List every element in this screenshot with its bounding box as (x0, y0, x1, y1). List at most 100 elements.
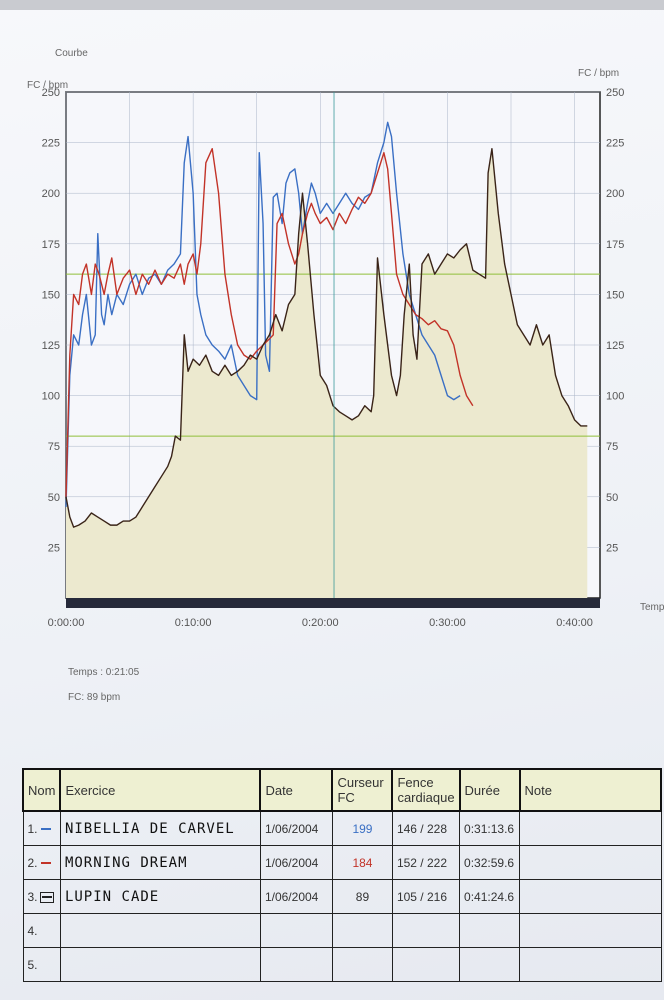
x-tick-label: 0:40:00 (556, 617, 593, 629)
duration-text: 0:41:24.6 (464, 889, 515, 904)
heart-rate-chart: 250 225 200 175 150 125 100 75 50 25 250 225 200 175 1… (42, 87, 625, 629)
cursor-value-text: 89 (355, 889, 370, 904)
exercise-date: 1/06/2004 (259, 810, 333, 846)
y-tick-label-left: 200 (42, 188, 60, 200)
cursor-value-text: 184 (352, 855, 373, 870)
y-tick-label-right: 225 (606, 138, 624, 150)
table-row: 1. NIBELLIA DE CARVEL 1/06/2004 199 146 / 22… (22, 810, 662, 846)
cursor-value (331, 947, 393, 982)
y-tick-label-left: 75 (48, 441, 60, 453)
heart-range: 146 / 228 (391, 810, 461, 846)
duration-text: 0:31:13.6 (464, 821, 515, 836)
duration (459, 913, 521, 948)
col-nom: Nom (21, 768, 62, 812)
row-number-text: 5. (27, 957, 38, 972)
row-number-text: 2. (27, 855, 38, 870)
row-number: 3. (22, 879, 61, 914)
row-number: 5. (22, 947, 61, 982)
row-number: 2. (22, 845, 61, 880)
y-tick-label-right: 175 (606, 239, 624, 251)
heart-range (391, 913, 461, 948)
note (519, 810, 662, 846)
exercise-date-text: 1/06/2004 (264, 889, 319, 904)
area-fill-lupin-cade (66, 148, 588, 598)
y-tick-label-left: 25 (48, 542, 60, 554)
series-swatch-blue-icon (40, 828, 51, 831)
exercise-name (59, 947, 261, 982)
y-tick-label-left: 125 (42, 340, 60, 352)
y-tick-label-right: 250 (606, 87, 624, 99)
exercise-name (59, 913, 261, 948)
series-swatch-red-icon (40, 862, 51, 865)
duration: 0:41:24.6 (459, 879, 521, 914)
y-tick-label-right: 100 (606, 391, 624, 403)
table-row: 4. (22, 913, 662, 948)
y-tick-label-left: 250 (42, 87, 60, 99)
series-line-blue (65, 121, 461, 507)
heart-range (391, 947, 461, 982)
top-edge (0, 0, 664, 10)
x-tick-label: 0:20:00 (302, 617, 339, 629)
table-row: 5. (22, 947, 662, 982)
note (519, 845, 662, 880)
y-tick-label-left: 175 (42, 239, 60, 251)
cursor-value: 199 (331, 810, 393, 846)
note (519, 913, 662, 948)
cursor-value (331, 913, 393, 948)
col-fence: Fence cardiaque (391, 768, 461, 812)
col-duree: Durée (458, 768, 521, 812)
heart-range: 105 / 216 (391, 879, 461, 914)
duration (459, 947, 521, 982)
y-tick-label-right: 25 (606, 542, 618, 554)
col-date: Date (259, 768, 334, 812)
exercise-date-text: 1/06/2004 (264, 821, 319, 836)
y-tick-label-right: 150 (606, 289, 624, 301)
cursor-value: 184 (331, 845, 393, 880)
col-note: Note (518, 768, 663, 812)
note (519, 879, 662, 914)
y-tick-label-right: 125 (606, 340, 624, 352)
time-bar (66, 598, 600, 608)
exercise-date: 1/06/2004 (259, 845, 333, 880)
exercise-name-text: LUPIN CADE (64, 888, 160, 905)
duration: 0:31:13.6 (459, 810, 521, 846)
y-left-label: FC / bpm (27, 80, 69, 91)
x-tick-label: 0:30:00 (429, 617, 466, 629)
duration-text: 0:32:59.6 (464, 855, 515, 870)
series-line-dark (65, 147, 588, 528)
x-tick-label: 0:10:00 (175, 617, 212, 629)
y-tick-label-right: 75 (606, 441, 618, 453)
exercise-name: NIBELLIA DE CARVEL (59, 810, 261, 846)
table-row: 3. LUPIN CADE 1/06/2004 89 105 / 216 0:41:24.… (22, 879, 662, 914)
y-tick-label-left: 50 (48, 492, 60, 504)
y-right-label: FC / bpm (578, 68, 620, 79)
exercise-name: LUPIN CADE (59, 879, 261, 914)
heart-range-text: 146 / 228 (396, 821, 447, 836)
y-tick-label-right: 200 (606, 188, 624, 200)
y-tick-label-left: 150 (42, 289, 60, 301)
y-tick-label-left: 225 (42, 138, 60, 150)
y-tick-label-right: 50 (606, 492, 618, 504)
x-tick-label: 0:00:00 (48, 617, 85, 629)
row-number-text: 4. (27, 923, 38, 938)
row-number: 1. (22, 810, 61, 846)
table-header-row: Nom Exercice Date Curseur FC Fence cardi… (21, 768, 663, 812)
exercise-name: MORNING DREAM (59, 845, 261, 880)
x-axis-label: Temps (640, 602, 664, 613)
heart-range-text: 152 / 222 (396, 855, 447, 870)
heart-range: 152 / 222 (391, 845, 461, 880)
exercise-date (259, 947, 333, 982)
heart-range-text: 105 / 216 (396, 889, 447, 904)
series-swatch-box-icon (39, 891, 54, 903)
exercise-name-text: MORNING DREAM (64, 854, 188, 871)
row-number-text: 1. (27, 821, 38, 836)
chart-title: Courbe (55, 48, 88, 59)
row-number-text: 3. (27, 889, 38, 904)
col-exercice: Exercice (59, 768, 262, 812)
cursor-value: 89 (331, 879, 393, 914)
col-curseur: Curseur FC (331, 768, 394, 812)
table-row: 2. MORNING DREAM 1/06/2004 184 152 / 222 0:32… (22, 845, 662, 880)
exercise-date: 1/06/2004 (259, 879, 333, 914)
exercise-date (259, 913, 333, 948)
cursor-time: Temps : 0:21:05 (68, 667, 140, 678)
